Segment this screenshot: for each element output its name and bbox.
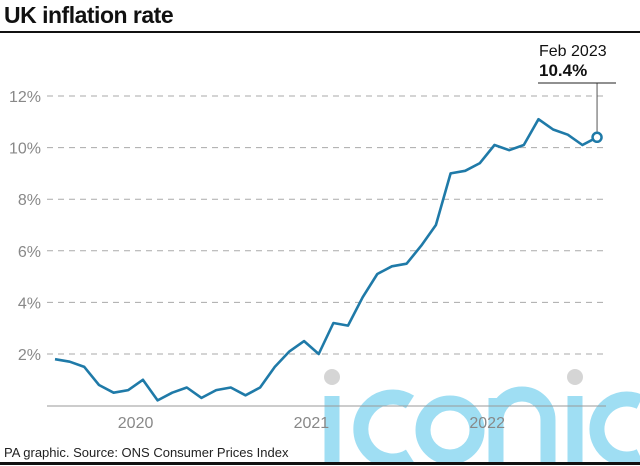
- y-tick-label: 6%: [18, 244, 41, 261]
- source-note: PA graphic. Source: ONS Consumer Prices …: [4, 445, 289, 460]
- watermark-dot: [324, 369, 340, 385]
- y-tick-label: 4%: [18, 295, 41, 312]
- latest-point-marker: [591, 131, 603, 144]
- y-tick-label: 8%: [18, 192, 41, 209]
- x-tick-label: 2021: [294, 415, 330, 432]
- x-tick-label: 2020: [118, 415, 154, 432]
- chart-title: UK inflation rate: [4, 2, 174, 28]
- watermark-logo: [324, 369, 640, 462]
- title-rule: [0, 31, 640, 33]
- annotation-date: Feb 2023: [539, 43, 607, 60]
- x-tick-label: 2022: [469, 415, 505, 432]
- annotation-value: 10.4%: [539, 61, 587, 80]
- y-tick-label: 10%: [9, 141, 41, 158]
- watermark-stroke: [353, 389, 415, 462]
- y-tick-label: 2%: [18, 347, 41, 364]
- bottom-rule: [0, 462, 640, 465]
- inflation-line: [54, 117, 598, 402]
- y-tick-label: 12%: [9, 89, 41, 106]
- watermark-stroke: [589, 391, 640, 462]
- watermark-stroke: [488, 386, 556, 462]
- watermark-stroke: [415, 395, 485, 462]
- watermark-dot: [567, 369, 583, 385]
